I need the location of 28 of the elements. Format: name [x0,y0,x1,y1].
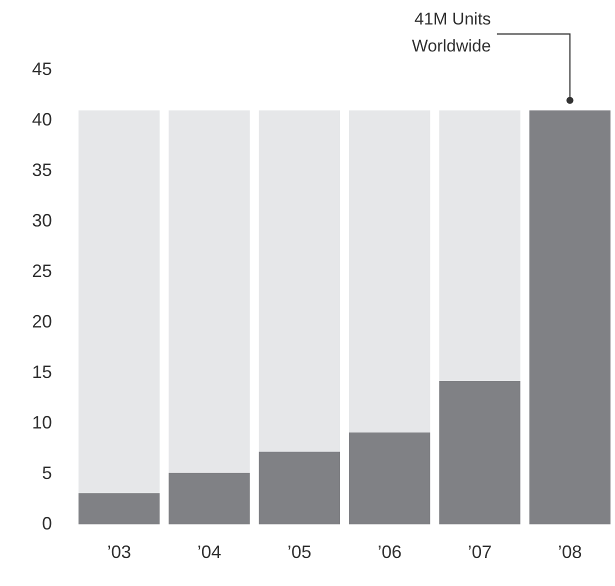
x-tick-label: ’07 [468,542,492,562]
bar [78,493,160,524]
x-tick-label: ’08 [558,542,582,562]
x-tick-label: ’06 [378,542,402,562]
y-tick-label: 0 [42,513,52,534]
bar [168,472,250,524]
y-tick-label: 40 [32,109,52,130]
bar [529,110,610,524]
bar [258,110,340,452]
x-tick-label: ’04 [197,542,222,562]
bar [439,110,520,382]
bar [349,432,430,524]
y-tick-label: 15 [32,362,52,382]
y-tick-label: 30 [32,210,52,230]
bar [439,381,520,524]
annotation: 41M Units Worldwide [412,10,491,56]
bar [258,452,340,524]
x-tick-label: ’05 [287,542,312,562]
y-tick-label: 35 [32,160,52,180]
bar [168,110,250,473]
x-tick-label: ’03 [107,542,132,562]
bar [349,110,430,433]
y-tick-label: 45 [32,58,52,79]
y-tick-label: 25 [32,260,52,281]
y-tick-label: 20 [32,311,52,332]
y-tick-label: 5 [42,462,52,483]
y-tick-label: 10 [32,412,52,432]
bar [78,110,160,494]
